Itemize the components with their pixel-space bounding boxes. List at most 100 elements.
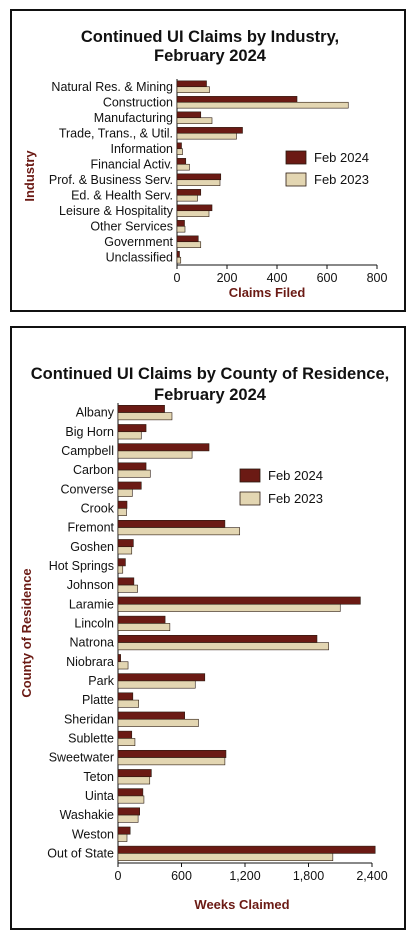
category-label: Natural Res. & Mining xyxy=(51,80,173,94)
bar-feb-2023 xyxy=(117,469,151,478)
bar-feb-2024 xyxy=(117,654,121,663)
x-tick-label: 2,400 xyxy=(356,869,387,883)
bar-feb-2023 xyxy=(117,584,138,593)
legend-label-feb-2024: Feb 2024 xyxy=(268,468,323,483)
chart-title-line: February 2024 xyxy=(154,47,267,65)
bar-feb-2024 xyxy=(117,615,166,624)
bar-feb-2024 xyxy=(117,462,147,471)
bar-feb-2024 xyxy=(117,558,126,567)
bar-feb-2024 xyxy=(117,634,318,643)
bar-feb-2024 xyxy=(176,80,207,88)
bar-feb-2023 xyxy=(117,661,129,670)
category-label: Financial Activ. xyxy=(91,157,173,171)
bar-feb-2024 xyxy=(117,730,133,739)
category-label: Out of State xyxy=(47,846,114,860)
bar-feb-2024 xyxy=(176,235,199,243)
category-label: Unclassified xyxy=(106,250,173,264)
bar-feb-2023 xyxy=(117,757,226,766)
category-label: Converse xyxy=(61,482,115,496)
bar-feb-2024 xyxy=(117,769,152,778)
category-label: Sweetwater xyxy=(49,751,114,765)
category-label: Sublette xyxy=(68,731,114,745)
bar-feb-2024 xyxy=(117,826,131,835)
bar-feb-2023 xyxy=(117,776,151,785)
category-label: Natrona xyxy=(70,636,115,650)
bar-feb-2023 xyxy=(176,132,237,140)
bar-feb-2023 xyxy=(117,795,145,804)
bar-feb-2024 xyxy=(117,673,206,682)
bar-feb-2024 xyxy=(176,251,180,258)
category-label: Information xyxy=(110,142,173,156)
category-label: Ed. & Health Serv. xyxy=(71,188,173,202)
chart-title-line: February 2024 xyxy=(154,386,267,404)
bar-feb-2023 xyxy=(117,412,173,421)
category-label: Crook xyxy=(81,501,115,515)
category-label: Hot Springs xyxy=(49,559,114,573)
category-label: Government xyxy=(104,235,173,249)
category-label: Park xyxy=(88,674,114,688)
bar-feb-2024 xyxy=(117,788,144,797)
bar-feb-2024 xyxy=(117,596,361,605)
bar-feb-2024 xyxy=(117,520,226,528)
x-axis-title: Claims Filed xyxy=(229,285,306,300)
x-tick-label: 0 xyxy=(115,869,122,883)
category-label: Goshen xyxy=(70,540,114,554)
category-label: Carbon xyxy=(73,463,114,477)
chart-title-line: Continued UI Claims by County of Residen… xyxy=(31,365,389,383)
bar-feb-2023 xyxy=(117,718,199,727)
bar-feb-2023 xyxy=(176,148,183,155)
x-tick-label: 800 xyxy=(367,271,388,285)
bar-feb-2023 xyxy=(176,256,182,264)
category-label: Albany xyxy=(76,406,115,420)
bar-feb-2023 xyxy=(117,642,329,651)
chart-title-line: Continued UI Claims by Industry, xyxy=(81,28,339,46)
category-label: Johnson xyxy=(67,578,114,592)
category-label: Leisure & Hospitality xyxy=(59,204,174,218)
legend-label-feb-2023: Feb 2023 xyxy=(314,172,369,187)
category-label: Laramie xyxy=(69,597,114,611)
x-tick-label: 0 xyxy=(174,271,181,285)
x-tick-label: 400 xyxy=(267,271,288,285)
bar-feb-2023 xyxy=(117,623,171,631)
bar-feb-2023 xyxy=(117,527,241,536)
bar-feb-2023 xyxy=(117,450,193,459)
bar-feb-2024 xyxy=(176,204,213,212)
bar-feb-2024 xyxy=(176,142,182,150)
category-label: Trade, Trans., & Util. xyxy=(59,126,173,140)
category-label: Construction xyxy=(103,95,173,109)
bar-feb-2024 xyxy=(176,111,202,119)
category-label: Fremont xyxy=(67,521,114,535)
x-tick-label: 1,200 xyxy=(229,869,260,883)
bar-feb-2024 xyxy=(117,539,134,548)
category-label: Lincoln xyxy=(74,616,114,630)
bar-feb-2024 xyxy=(117,577,135,586)
bar-feb-2023 xyxy=(176,210,210,217)
bar-feb-2023 xyxy=(117,431,142,440)
legend-label-feb-2023: Feb 2023 xyxy=(268,491,323,506)
legend-label-feb-2024: Feb 2024 xyxy=(314,150,369,165)
bar-feb-2023 xyxy=(117,853,334,862)
x-axis-title: Weeks Claimed xyxy=(194,897,289,912)
category-label: Niobrara xyxy=(66,655,114,669)
bar-feb-2023 xyxy=(176,117,213,124)
industry-chart-panel: Continued UI Claims by Industry, February… xyxy=(10,9,406,312)
x-tick-label: 200 xyxy=(217,271,238,285)
bar-feb-2023 xyxy=(176,86,210,93)
bar-feb-2024 xyxy=(176,189,202,196)
bar-feb-2023 xyxy=(176,179,221,186)
category-label: Other Services xyxy=(90,219,173,233)
bar-feb-2024 xyxy=(176,173,222,181)
bar-feb-2024 xyxy=(117,500,128,509)
bar-feb-2024 xyxy=(176,158,187,165)
y-axis-title: Industry xyxy=(22,150,37,202)
bar-feb-2023 xyxy=(176,225,186,233)
category-label: Big Horn xyxy=(65,425,114,439)
bar-feb-2023 xyxy=(176,101,349,109)
bar-feb-2024 xyxy=(117,711,185,720)
bar-feb-2023 xyxy=(117,680,196,689)
legend-swatch-feb-2023 xyxy=(239,491,261,506)
category-label: Washakie xyxy=(60,808,114,822)
bar-feb-2024 xyxy=(117,807,140,816)
legend-swatch-feb-2024 xyxy=(285,150,307,165)
legend-swatch-feb-2023 xyxy=(285,172,307,187)
